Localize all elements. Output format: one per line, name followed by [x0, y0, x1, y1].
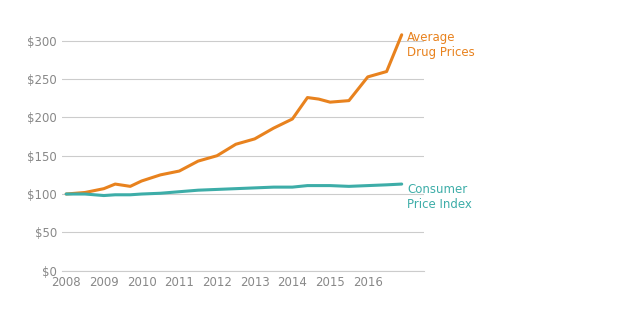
Text: Average
Drug Prices: Average Drug Prices [407, 31, 475, 59]
Text: Consumer
Price Index: Consumer Price Index [407, 183, 472, 211]
